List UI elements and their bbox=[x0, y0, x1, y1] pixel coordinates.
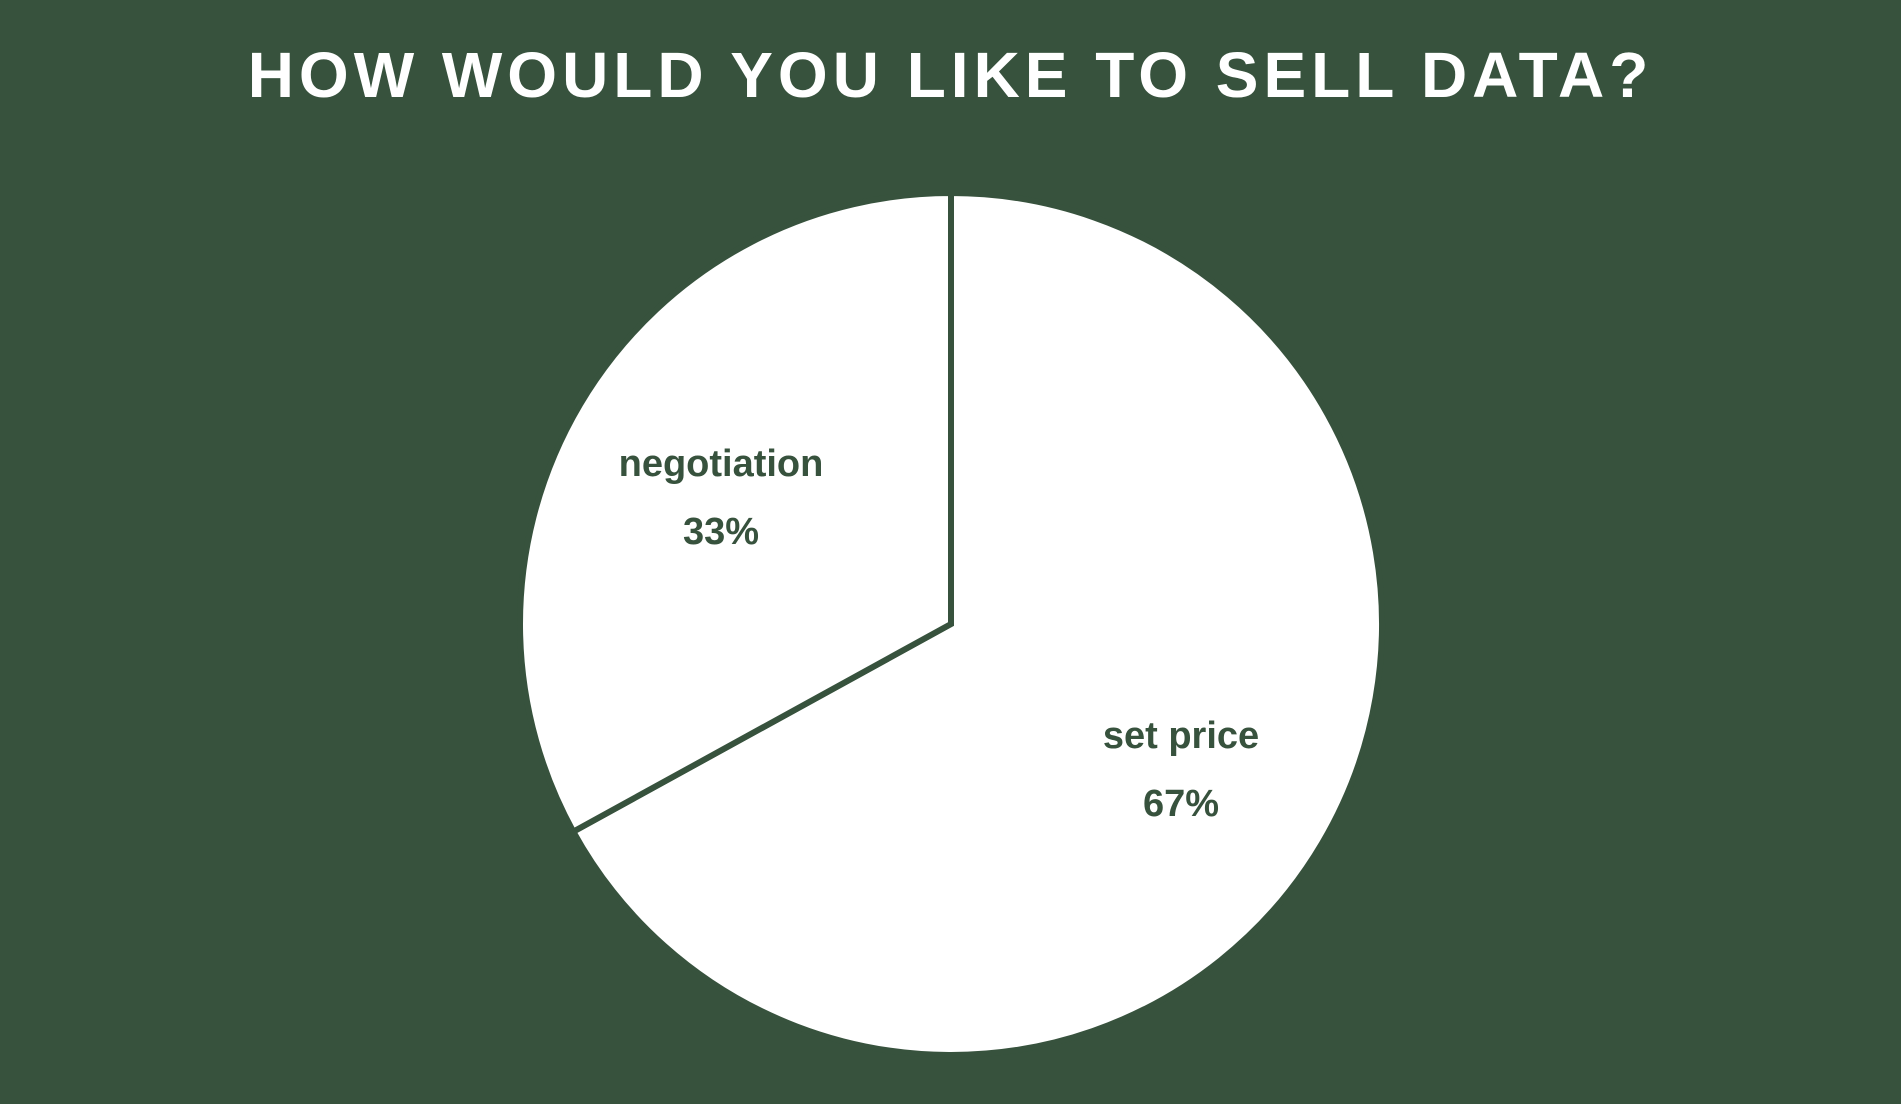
pie-slice-set-price bbox=[569, 189, 1385, 1058]
pie-slice-negotiation bbox=[517, 189, 954, 836]
data-label-value: 67% bbox=[1143, 783, 1219, 825]
data-label-label: negotiation bbox=[619, 443, 824, 485]
data-label-label: set price bbox=[1103, 715, 1259, 757]
data-label-value: 33% bbox=[683, 511, 759, 553]
chart-title: HOW WOULD YOU LIKE TO SELL DATA? bbox=[247, 39, 1654, 111]
